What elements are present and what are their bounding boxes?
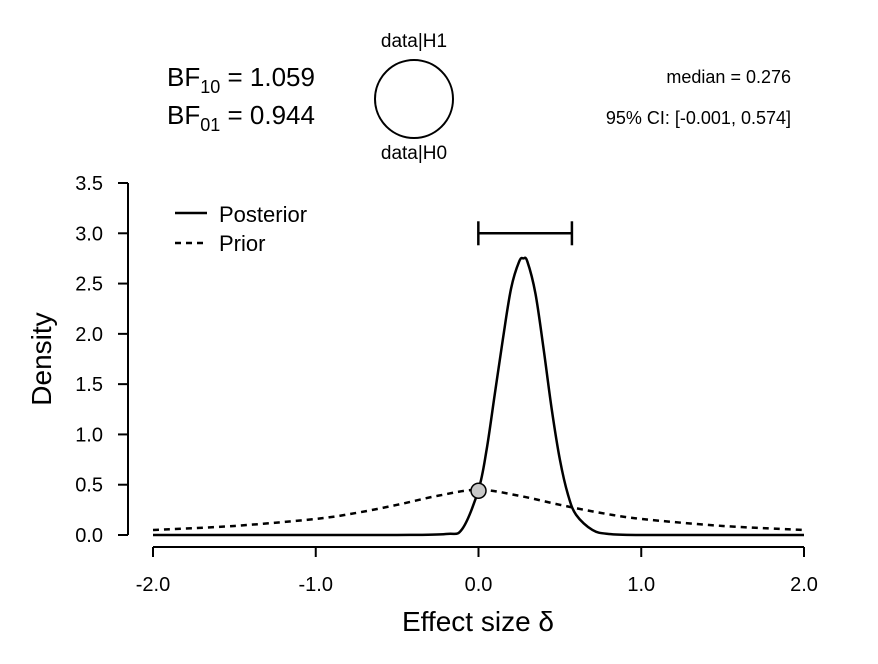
bf01-label: BF [167,100,200,130]
bf01-equals: = [220,100,250,130]
density-point-at-zero [470,482,487,499]
bf01-text: BF01 = 0.944 [167,100,315,135]
wheel-top-label: data|H1 [381,31,447,52]
svg-text:BF10 = 1.059: BF10 = 1.059 [167,62,315,97]
svg-text:BF01 = 0.944: BF01 = 0.944 [167,100,315,135]
legend-prior-label: Prior [219,231,265,256]
wheel-h0-segment [375,60,453,138]
y-tick-label: 1.5 [75,374,103,396]
wheel-bottom-label: data|H0 [381,143,447,164]
plot-area [152,221,805,537]
x-tick-label: 0.0 [465,574,493,596]
y-tick-label: 0.0 [75,525,103,547]
x-tick-label: -2.0 [136,574,170,596]
y-tick-label: 2.0 [75,324,103,346]
bf01-subscript: 01 [200,115,220,135]
wheel-outline [374,59,454,139]
median-text: median = 0.276 [666,67,791,87]
x-tick-label: -1.0 [299,574,333,596]
y-axis-ticks: 0.0 0.5 1.0 1.5 2.0 2.5 3.0 3.5 [75,173,128,547]
series-line-posterior [153,256,804,537]
bf10-label: BF [167,62,200,92]
bf10-subscript: 10 [200,77,220,97]
legend: Posterior Prior [175,202,307,256]
y-tick-label: 3.0 [75,223,103,245]
legend-posterior-label: Posterior [219,202,307,227]
bf01-value: 0.944 [250,100,315,130]
y-tick-label: 2.5 [75,274,103,296]
x-tick-label: 2.0 [790,574,818,596]
y-tick-label: 0.5 [75,475,103,497]
bf10-value: 1.059 [250,62,315,92]
x-axis-title: Effect size δ [402,606,554,637]
x-tick-label: 1.0 [627,574,655,596]
y-tick-label: 3.5 [75,173,103,195]
x-axis-ticks: -2.0 -1.0 0.0 1.0 2.0 [136,547,818,596]
bf10-equals: = [220,62,250,92]
probability-wheel [374,59,454,139]
y-axis-title: Density [26,312,57,405]
y-tick-label: 1.0 [75,424,103,446]
ci-text: 95% CI: [-0.001, 0.574] [606,108,791,128]
bf10-text: BF10 = 1.059 [167,62,315,97]
